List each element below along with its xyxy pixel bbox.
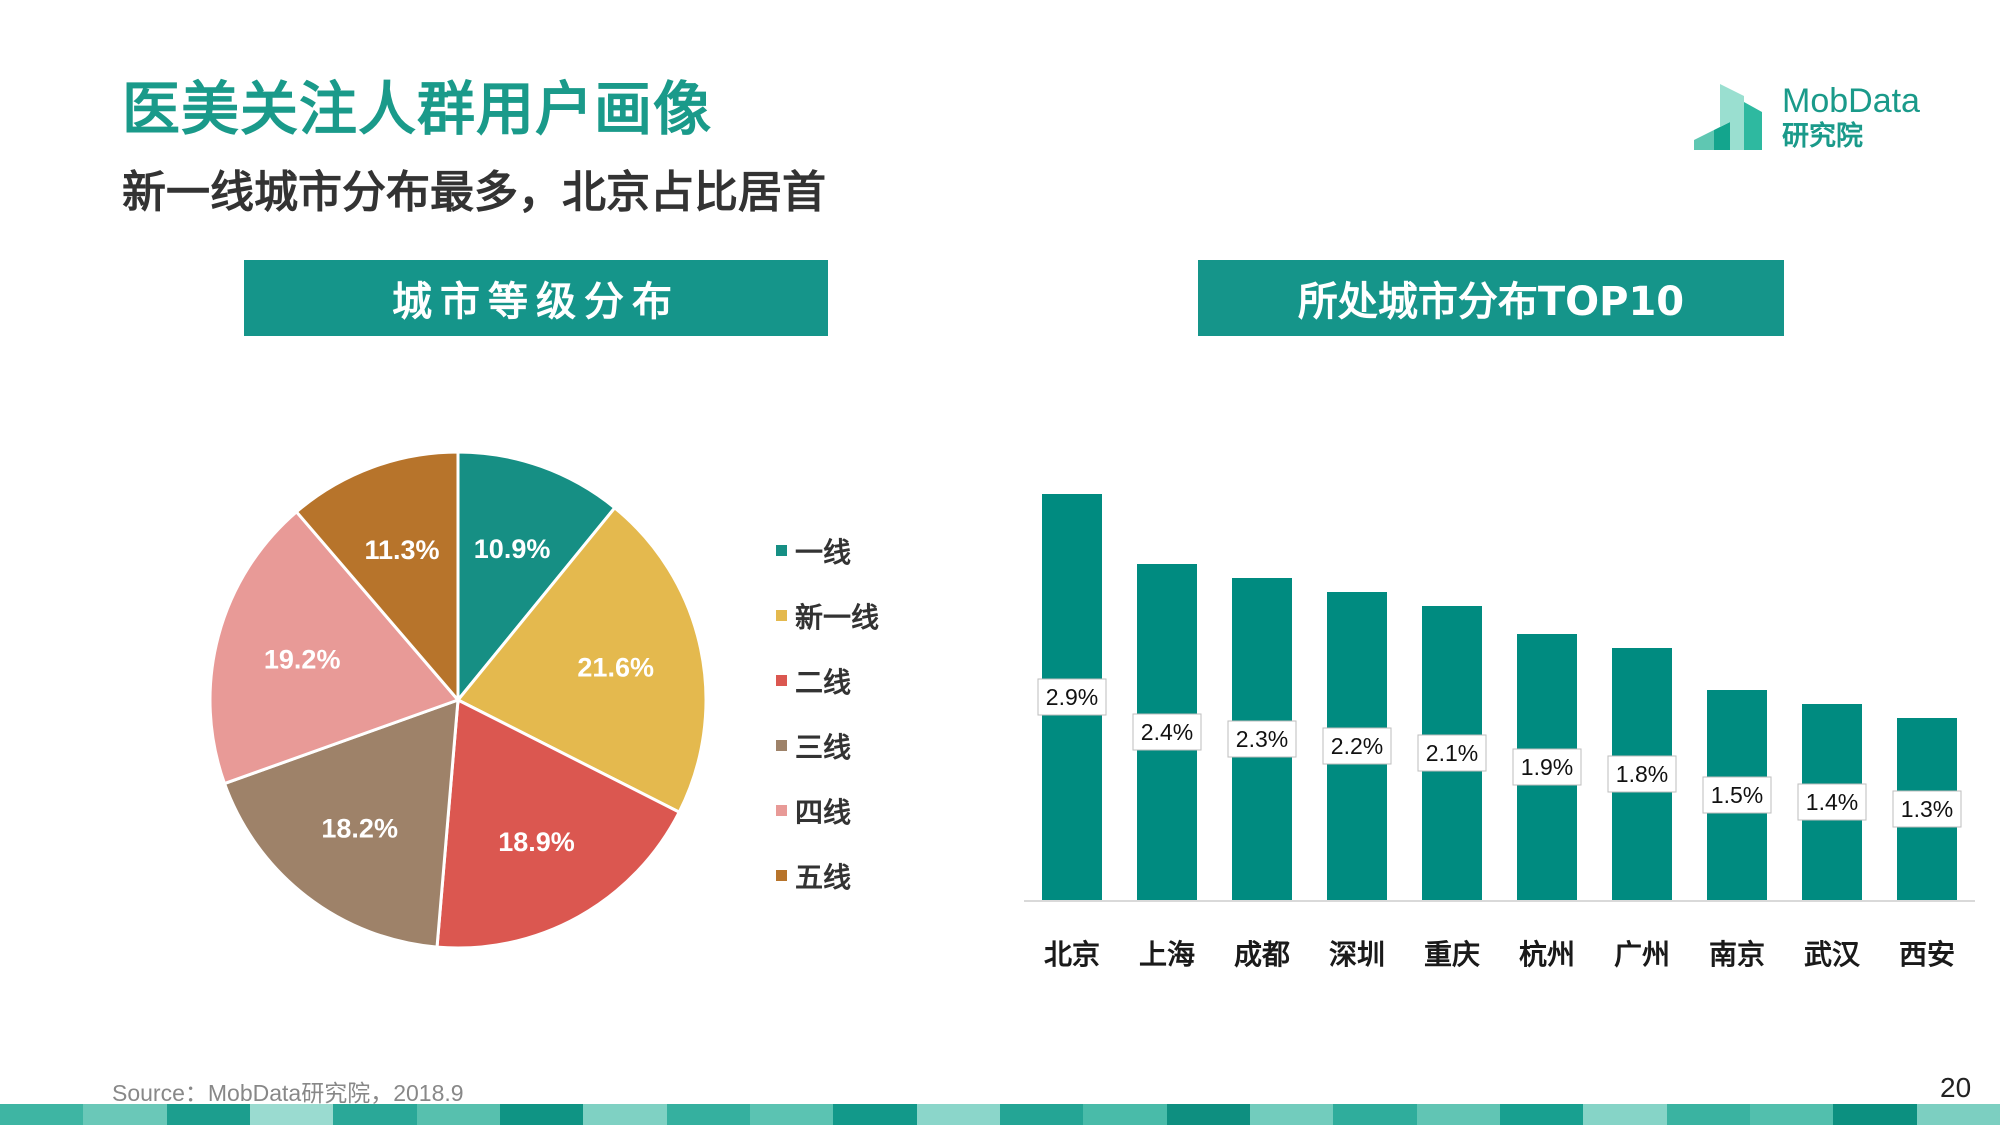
x-tick-label-成都: 成都: [1234, 938, 1290, 971]
bar-data-label-text: 2.2%: [1331, 733, 1383, 759]
bottom-decor-strip: [0, 1104, 2000, 1125]
bar-data-label-text: 2.4%: [1141, 719, 1193, 745]
bar-data-label-上海: 2.4%: [1132, 713, 1202, 751]
legend-label: 一线: [795, 535, 852, 569]
legend-item-一线: 一线: [776, 518, 879, 583]
bar-data-label-text: 2.9%: [1046, 684, 1098, 710]
bar-data-label-box: [1227, 720, 1297, 758]
legend-swatch: [776, 870, 787, 881]
legend-swatch: [776, 740, 787, 751]
page-subtitle: 新一线城市分布最多，北京占比居首: [122, 167, 826, 218]
legend-item-三线: 三线: [776, 713, 879, 778]
pie-slice-一线: [456, 450, 617, 705]
legend-item-新一线: 新一线: [776, 583, 879, 648]
bar-data-label-杭州: 1.9%: [1512, 748, 1582, 786]
legend-label: 三线: [795, 730, 852, 764]
pie-label-五线: 11.3%: [364, 535, 439, 565]
bar-chart: 2.9% 北京 2.4% 上海 2.3% 成都 2.2% 深圳 2.1% 重庆 1.9% 杭州 1.8%…: [1024, 494, 1975, 971]
pie-slice-二线: [435, 697, 682, 950]
page-title: 医美关注人群用户画像: [122, 75, 713, 143]
x-tick-label-南京: 南京: [1709, 938, 1765, 971]
bar-data-label-text: 1.4%: [1806, 789, 1858, 815]
bar-data-label-text: 2.1%: [1426, 740, 1478, 766]
pie-label-一线: 10.9%: [474, 534, 551, 564]
x-tick-label-广州: 广州: [1614, 938, 1670, 971]
pie-slice-四线: [208, 509, 461, 786]
bar-data-label-text: 1.5%: [1711, 782, 1763, 808]
bar-data-label-text: 1.9%: [1521, 754, 1573, 780]
legend-swatch: [776, 675, 787, 686]
logo-name-en: MobData: [1782, 82, 1920, 120]
bar-data-label-南京: 1.5%: [1702, 776, 1772, 814]
bar-data-label-北京: 2.9%: [1037, 678, 1107, 716]
pie-label-二线: 18.9%: [498, 827, 575, 857]
bar-data-label-武汉: 1.4%: [1797, 783, 1867, 821]
mobdata-logo-icon: [1694, 84, 1762, 150]
legend-item-四线: 四线: [776, 778, 879, 843]
bar-data-label-成都: 2.3%: [1227, 720, 1297, 758]
logo-text: MobData 研究院: [1782, 82, 1920, 152]
x-tick-label-杭州: 杭州: [1519, 938, 1575, 971]
pie-legend: 一线新一线二线三线四线五线: [776, 518, 879, 908]
x-tick-label-武汉: 武汉: [1804, 938, 1861, 971]
legend-swatch: [776, 610, 787, 621]
legend-item-五线: 五线: [776, 843, 879, 908]
legend-label: 二线: [795, 665, 852, 699]
pie-slice-五线: [294, 450, 460, 705]
legend-item-二线: 二线: [776, 648, 879, 713]
bar-data-label-box: [1892, 790, 1962, 828]
pie-label-新一线: 21.6%: [577, 653, 654, 683]
x-tick-label-西安: 西安: [1899, 938, 1955, 971]
x-tick-label-深圳: 深圳: [1329, 938, 1385, 971]
legend-label: 五线: [795, 860, 852, 894]
bar-chart-header: 所处城市分布TOP10: [1198, 260, 1784, 336]
pie-label-四线: 19.2%: [264, 645, 341, 675]
legend-label: 新一线: [795, 600, 880, 634]
bar-data-label-深圳: 2.2%: [1322, 727, 1392, 765]
bar-data-label-box: [1797, 783, 1867, 821]
bar-data-label-box: [1132, 713, 1202, 751]
page-number: 20: [1940, 1072, 1972, 1103]
bar-data-label-西安: 1.3%: [1892, 790, 1962, 828]
bar-data-label-box: [1037, 678, 1107, 716]
bar-data-label-text: 1.3%: [1901, 796, 1953, 822]
bar-data-label-text: 1.8%: [1616, 761, 1668, 787]
pie-slice-新一线: [455, 505, 708, 815]
x-tick-label-上海: 上海: [1139, 938, 1195, 971]
pie-chart: 10.9% 21.6% 18.9% 18.2% 19.2% 11.3%: [208, 450, 708, 950]
bar-data-label-box: [1512, 748, 1582, 786]
legend-swatch: [776, 545, 787, 556]
pie-slice-三线: [222, 697, 460, 949]
legend-label: 四线: [795, 795, 852, 829]
legend-swatch: [776, 805, 787, 816]
x-tick-label-重庆: 重庆: [1424, 938, 1480, 971]
bar-data-label-box: [1702, 776, 1772, 814]
x-tick-label-北京: 北京: [1044, 938, 1100, 971]
logo-name-cn: 研究院: [1782, 121, 1863, 151]
bar-data-label-text: 2.3%: [1236, 726, 1288, 752]
pie-label-三线: 18.2%: [321, 814, 398, 844]
bar-data-label-box: [1607, 755, 1677, 793]
bar-data-label-box: [1322, 727, 1392, 765]
source-note: Source：MobData研究院，2018.9: [112, 1080, 464, 1106]
bar-data-label-box: [1417, 734, 1487, 772]
bar-data-label-重庆: 2.1%: [1417, 734, 1487, 772]
bar-data-label-广州: 1.8%: [1607, 755, 1677, 793]
pie-chart-header: 城市等级分布: [244, 260, 828, 336]
